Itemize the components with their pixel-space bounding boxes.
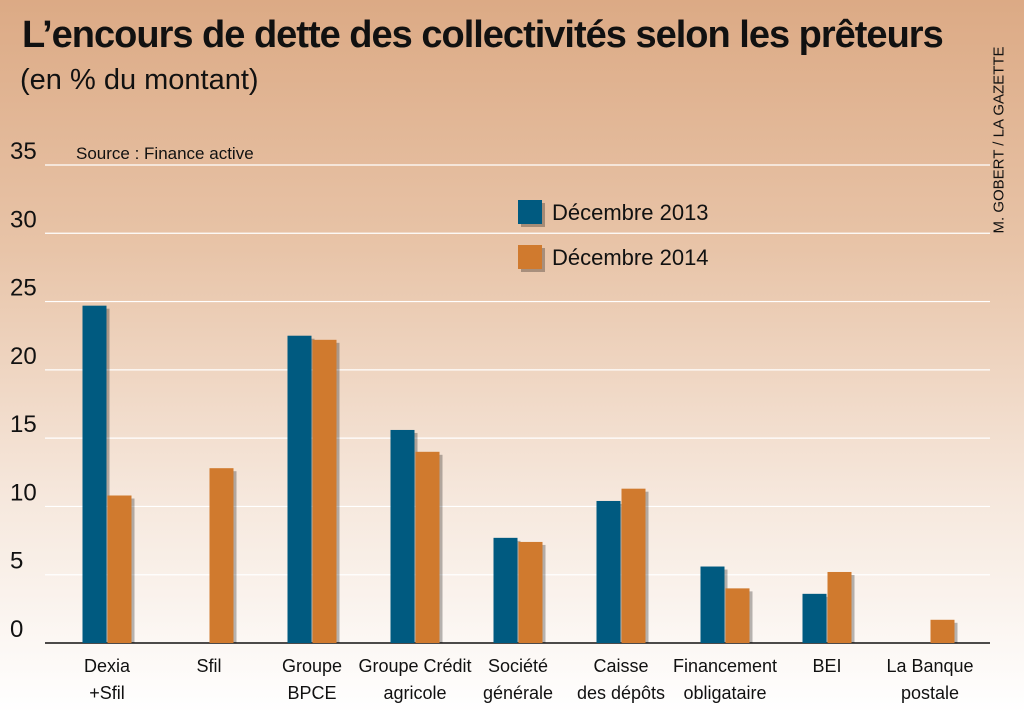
x-category-label: Groupe Crédit agricole [358,656,471,703]
bar-2014 [312,339,337,643]
x-category-label: Groupe BPCE [282,656,342,703]
y-tick-label: 20 [10,343,37,370]
y-tick-label: 10 [10,479,37,506]
bar-2014 [518,541,543,643]
bar-2014 [725,588,750,643]
bar-2014 [107,495,132,643]
bar-2013 [700,566,725,643]
legend-swatch [518,245,542,269]
bar-2014 [209,468,234,643]
bar-2014 [930,619,955,643]
gridlines [45,164,990,644]
bar-2013 [82,305,107,643]
chart-subtitle: (en % du montant) [20,64,259,96]
source-note: Source : Finance active [76,144,254,163]
y-tick-label: 25 [10,275,37,302]
bar-2013 [287,335,312,643]
bar-2014 [827,571,852,643]
y-tick-label: 35 [10,138,37,165]
x-category-label: La Banque postale [886,656,973,703]
bar-2013 [596,500,621,643]
x-category-label: BEI [812,656,841,676]
bar-2013 [390,429,415,643]
x-category-label: Sfil [196,656,221,676]
legend: Décembre 2013 Décembre 2014 [518,200,709,272]
y-axis-ticks: 0 5 10 15 20 25 30 35 [10,138,37,643]
x-category-label: Dexia +Sfil [84,656,131,703]
x-category-label: Caisse des dépôts [577,656,665,703]
legend-label: Décembre 2014 [552,245,709,270]
y-tick-label: 15 [10,411,37,438]
chart-title: L’encours de dette des collectivités sel… [22,14,944,56]
bar-2013 [802,593,827,643]
x-axis-labels: Dexia +Sfil Sfil Groupe BPCE Groupe Crédit agr… [84,656,974,703]
x-category-label: Société générale [483,656,553,703]
x-category-label: Financement obligataire [673,656,777,703]
y-tick-label: 0 [10,616,23,643]
y-tick-label: 5 [10,548,23,575]
legend-swatch [518,200,542,224]
bar-2014 [415,451,440,643]
bar-2013 [493,537,518,643]
bar-2014 [621,488,646,643]
y-tick-label: 30 [10,206,37,233]
bars [82,305,958,643]
legend-label: Décembre 2013 [552,200,709,225]
